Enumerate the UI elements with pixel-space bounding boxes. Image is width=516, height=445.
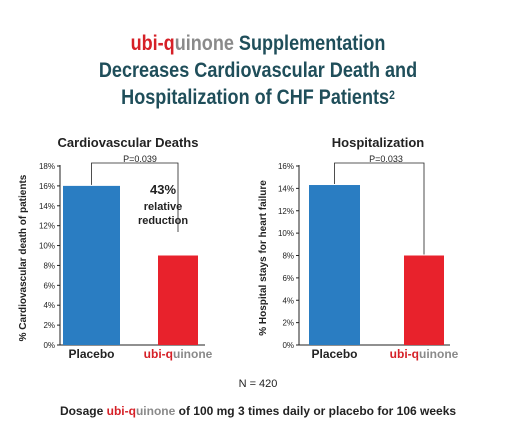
dosage-brand-red: ubi-q (106, 404, 136, 418)
dosage-post: of 100 mg 3 times daily or placebo for 1… (175, 404, 457, 418)
chart1-category-brand-red: ubi-q (144, 347, 173, 361)
chart2-ytick-label: 16% (278, 162, 294, 171)
chart1-ytick-label: 8% (43, 261, 55, 270)
chart1-ylabel: % Cardiovascular death of patients (18, 174, 29, 341)
title-brand-grey: uinone (174, 32, 234, 55)
chart2-category-placebo: Placebo (311, 347, 357, 361)
title-line2: Decreases Cardiovascular Death and (98, 59, 418, 82)
chart1-p-bracket (91, 162, 179, 232)
chart1-annotation-line1: 43% (150, 182, 176, 197)
chart2-category-ubiquinone: ubi-quinone (390, 347, 459, 361)
chart2-ytick-label: 12% (278, 207, 294, 216)
chart2-p-bracket (334, 162, 425, 255)
chart2-bar-ubiquinone (404, 255, 444, 345)
chart2-ytick-label: 4% (282, 296, 294, 305)
title-brand-red: ubi-q (130, 32, 175, 55)
dosage-note: Dosage ubi-quinone of 100 mg 3 times dai… (0, 404, 516, 418)
chart1-ytick-label: 4% (43, 301, 55, 310)
dosage-pre: Dosage (59, 404, 107, 418)
chart1-ytick-label: 6% (43, 281, 55, 290)
title-line3: Hospitalization of CHF Patients (121, 86, 390, 109)
chart2-ytick-label: 8% (282, 252, 294, 261)
chart2-category-brand-red: ubi-q (390, 347, 419, 361)
chart1-bar-ubiquinone (158, 255, 198, 345)
chart1-ytick-label: 10% (39, 242, 55, 251)
chart1-ytick-label: 14% (39, 202, 55, 211)
chart1-ytick-label: 2% (43, 321, 55, 330)
chart2-category-brand-grey: uinone (419, 347, 459, 361)
chart2-ytick-label: 6% (282, 274, 294, 283)
chart1-ytick-label: 18% (39, 162, 55, 171)
chart2-title: Hospitalization (332, 135, 425, 150)
chart1-bar-placebo (63, 185, 120, 345)
chart1-category-placebo: Placebo (68, 347, 114, 361)
chart1-category-brand-grey: uinone (173, 347, 213, 361)
chart1-p-value: P=0.039 (123, 154, 157, 164)
chart2-ytick-label: 14% (278, 184, 294, 193)
chart1-annotation-line3: reduction (138, 215, 188, 227)
chart1-annotation-line2: relative (144, 201, 183, 213)
title-line1: Supplementation (233, 32, 386, 55)
chart2-bar-placebo (309, 185, 360, 345)
page-title: ubi-quinone Supplementation Decreases Ca… (36, 30, 480, 111)
chart1-ytick-label: 12% (39, 222, 55, 231)
chart2-ytick-label: 2% (282, 319, 294, 328)
chart2-ytick-label: 0% (282, 341, 294, 350)
sample-size: N = 420 (238, 378, 278, 390)
chart2-p-value: P=0.033 (369, 154, 403, 164)
title-superscript: 2 (389, 88, 395, 102)
chart2-ytick-label: 10% (278, 229, 294, 238)
chart1-title: Cardiovascular Deaths (58, 135, 199, 150)
chart1-ytick-label: 16% (39, 182, 55, 191)
chart1-ytick-label: 0% (43, 341, 55, 350)
chart1-category-ubiquinone: ubi-quinone (144, 347, 213, 361)
dosage-brand-grey: uinone (135, 404, 176, 418)
chart2-ylabel: % Hospital stays for heart failure (258, 180, 269, 336)
